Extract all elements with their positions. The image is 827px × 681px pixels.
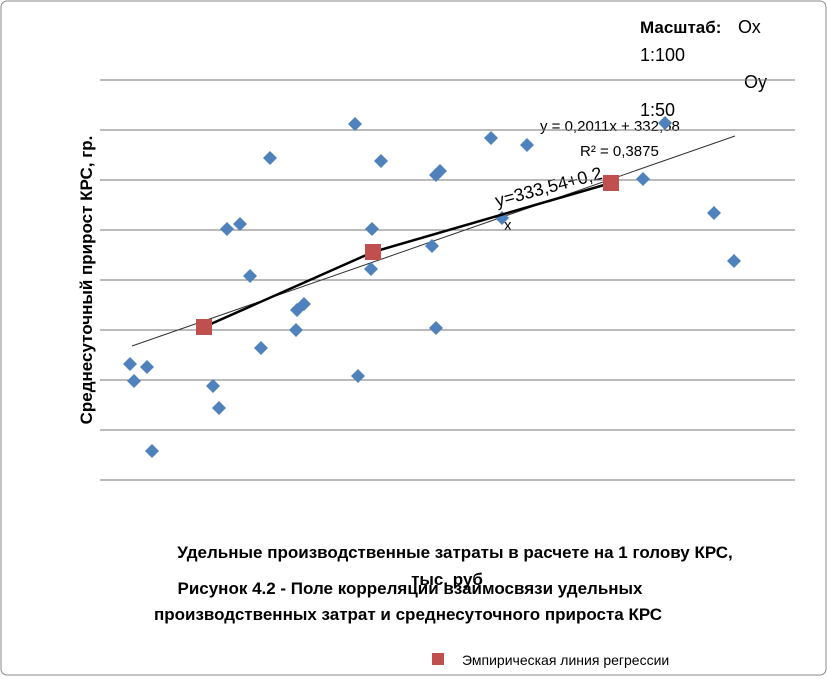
- scatter-point: [433, 164, 447, 178]
- caption: производственных затрат и среднесуточног…: [154, 605, 662, 624]
- trend-r2: R² = 0,3875: [580, 143, 659, 160]
- scatter-point: [727, 254, 741, 268]
- scatter-point: [220, 222, 234, 236]
- scatter-point: [254, 341, 268, 355]
- scatter-point: [212, 401, 226, 415]
- scatter-point: [263, 151, 277, 165]
- scale-label: Масштаб:: [640, 18, 721, 37]
- caption: Рисунок 4.2 - Поле корреляции взаимосвяз…: [177, 579, 643, 598]
- scatter-point: [233, 217, 247, 231]
- scale-y: 1:50: [640, 100, 675, 120]
- scatter-point: [348, 117, 362, 131]
- scale-x-axis: Ох: [738, 17, 761, 37]
- scatter-point: [145, 444, 159, 458]
- legend-label: Эмпирическая линия регрессии: [462, 652, 669, 668]
- scatter-point: [520, 138, 534, 152]
- scatter-point: [484, 131, 498, 145]
- scatter-point: [425, 239, 439, 253]
- legend-swatch: [432, 653, 444, 665]
- scatter-point: [658, 116, 672, 130]
- scatter-point: [123, 357, 137, 371]
- scatter-point: [351, 369, 365, 383]
- scatter-point: [297, 297, 311, 311]
- x-axis-title: тыс. руб: [411, 570, 483, 589]
- scatter-point: [243, 269, 257, 283]
- scatter-point: [127, 374, 141, 388]
- scatter-point: [636, 172, 650, 186]
- scatter-point: [374, 154, 388, 168]
- scatter-point: [206, 379, 220, 393]
- scatter-point: [429, 321, 443, 335]
- empirical-point: [196, 319, 212, 335]
- empirical-point: [365, 244, 381, 260]
- scale-y-axis: Оу: [744, 72, 767, 92]
- scatter-point: [707, 206, 721, 220]
- x-axis-title: Удельные производственные затраты в расч…: [177, 543, 733, 562]
- scale-x: 1:100: [640, 45, 685, 65]
- empirical-equation-x: x: [504, 217, 512, 234]
- scatter-point: [289, 323, 303, 337]
- scatter-point: [365, 222, 379, 236]
- trend-equation: y = 0,2011x + 332,58: [540, 118, 680, 135]
- scatter-point: [140, 360, 154, 374]
- scatter-point: [364, 262, 378, 276]
- y-axis-title: Среднесуточный прирост КРС, гр.: [77, 136, 96, 425]
- empirical-point: [603, 175, 619, 191]
